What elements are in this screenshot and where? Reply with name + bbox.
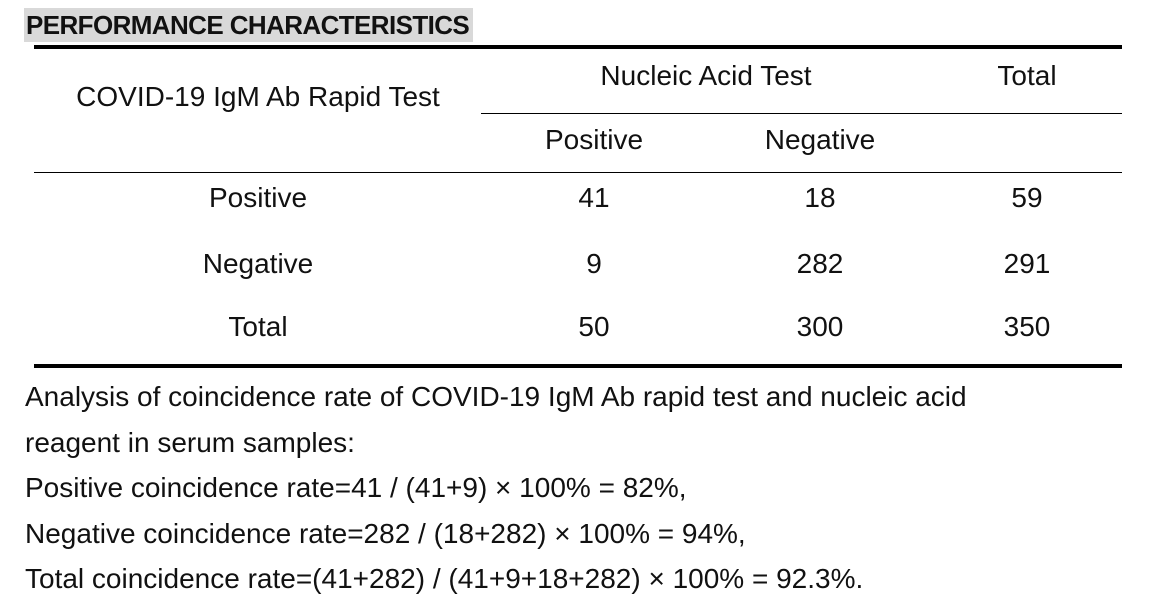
cell-total: 291: [1003, 248, 1051, 279]
row-label: Total: [228, 311, 288, 342]
negative-coincidence-rate: Negative coincidence rate=282 / (18+282)…: [25, 517, 746, 549]
cell-negative: 300: [796, 311, 844, 342]
analysis-intro-line-2: reagent in serum samples:: [25, 426, 355, 458]
subheader-positive: Positive: [544, 124, 644, 155]
table-top-rule: [34, 45, 1122, 49]
subheader-negative: Negative: [764, 124, 876, 155]
section-title: PERFORMANCE CHARACTERISTICS: [24, 8, 474, 42]
row-header: COVID-19 IgM Ab Rapid Test: [76, 81, 440, 112]
analysis-intro-line-1: Analysis of coincidence rate of COVID-19…: [25, 381, 967, 412]
row-label: Negative: [202, 248, 314, 279]
cell-negative: 282: [796, 248, 844, 279]
total-coincidence-rate: Total coincidence rate=(41+282) / (41+9+…: [25, 563, 864, 594]
table-bottom-rule: [34, 364, 1122, 368]
positive-coincidence-rate: Positive coincidence rate=41 / (41+9) × …: [25, 472, 687, 503]
cell-positive: 41: [578, 182, 610, 213]
cell-positive: 50: [578, 311, 610, 342]
cell-positive: 9: [586, 248, 602, 279]
group-header-rule: [481, 113, 1122, 114]
row-label: Positive: [208, 182, 308, 213]
total-header: Total: [997, 60, 1057, 91]
cell-negative: 18: [804, 182, 836, 213]
analysis-notes: Analysis of coincidence rate of COVID-19…: [25, 374, 1135, 602]
group-header: Nucleic Acid Test: [600, 60, 812, 91]
cell-total: 350: [1003, 311, 1051, 342]
header-bottom-rule: [34, 172, 1122, 173]
cell-total: 59: [1011, 182, 1043, 213]
